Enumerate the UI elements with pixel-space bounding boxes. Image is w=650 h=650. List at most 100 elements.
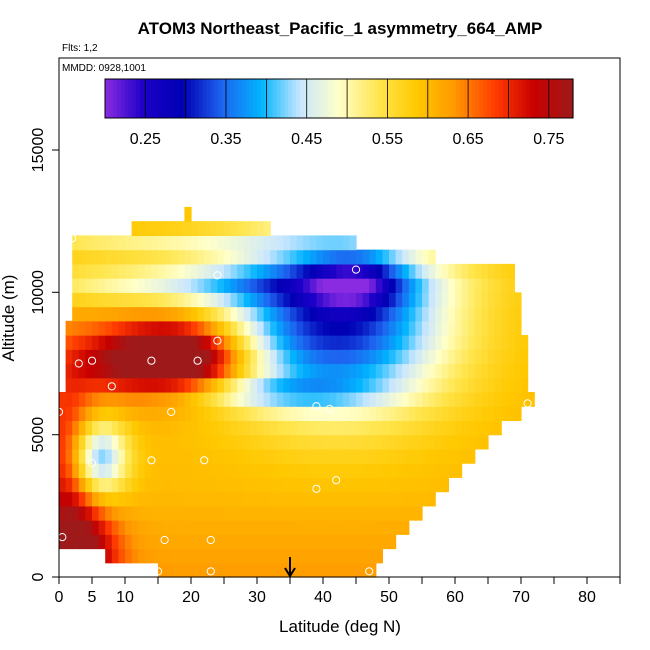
heatmap-cell (488, 391, 496, 407)
heatmap-cell (349, 463, 357, 478)
heatmap-cell (369, 463, 377, 478)
colorbar-segment (190, 79, 196, 118)
heatmap-cell (408, 377, 416, 393)
heatmap-cell (144, 520, 152, 535)
heatmap-cell (428, 278, 436, 293)
heatmap-cell (98, 420, 106, 436)
heatmap-cell (441, 320, 449, 336)
heatmap-cell (408, 406, 416, 422)
heatmap-cell (461, 391, 469, 407)
heatmap-cell (217, 505, 225, 521)
heatmap-cell (415, 477, 423, 493)
heatmap-cell (441, 463, 449, 478)
colorbar-segment (116, 79, 122, 118)
heatmap-cell (323, 477, 331, 493)
heatmap-cell (276, 306, 284, 322)
heatmap-cell (125, 491, 133, 507)
heatmap-cell (171, 377, 179, 393)
x-axis-label: Latitude (deg N) (279, 617, 401, 636)
heatmap-cell (250, 235, 258, 251)
heatmap-cell (177, 491, 185, 507)
heatmap-cell (243, 434, 251, 450)
heatmap-cell (481, 320, 489, 336)
heatmap-cell (92, 249, 100, 265)
heatmap-cell (184, 505, 192, 521)
heatmap-cell (92, 292, 100, 308)
heatmap-cell (303, 292, 311, 308)
heatmap-cell (369, 391, 377, 407)
heatmap-cell (230, 263, 238, 279)
heatmap-cell (422, 391, 430, 407)
heatmap-cell (375, 249, 383, 265)
heatmap-cell (243, 534, 251, 550)
heatmap-cell (250, 448, 258, 464)
heatmap-cell (191, 434, 199, 450)
heatmap-cell (164, 249, 172, 265)
heatmap-cell (125, 320, 133, 336)
heatmap-cell (197, 235, 205, 251)
heatmap-cell (276, 349, 284, 365)
heatmap-cell (138, 520, 146, 535)
heatmap-cell (283, 349, 291, 365)
heatmap-cell (177, 534, 185, 550)
heatmap-cell (151, 320, 159, 336)
heatmap-cell (329, 320, 337, 336)
heatmap-cell (263, 320, 271, 336)
heatmap-cell (336, 335, 344, 350)
heatmap-cell (210, 235, 218, 251)
heatmap-cell (85, 249, 93, 265)
heatmap-cell (98, 534, 106, 550)
heatmap-cell (78, 534, 86, 550)
heatmap-cell (257, 377, 265, 393)
heatmap-cell (257, 477, 265, 493)
heatmap-cell (118, 406, 126, 422)
heatmap-cell (448, 448, 456, 464)
heatmap-cell (158, 448, 166, 464)
heatmap-cell (422, 377, 430, 393)
heatmap-cell (243, 406, 251, 422)
heatmap-cell (323, 278, 331, 293)
heatmap-cell (210, 520, 218, 535)
heatmap-cell (362, 335, 370, 350)
heatmap-cell (389, 363, 397, 379)
heatmap-cell (217, 249, 225, 265)
heatmap-cell (78, 491, 86, 507)
heatmap-cell (309, 491, 317, 507)
heatmap-cell (342, 363, 350, 379)
heatmap-cell (92, 406, 100, 422)
heatmap-cell (237, 420, 245, 436)
heatmap-cell (230, 363, 238, 379)
heatmap-cell (263, 520, 271, 535)
heatmap-cell (191, 349, 199, 365)
heatmap-cell (224, 349, 232, 365)
heatmap-cell (389, 292, 397, 308)
heatmap-cell (349, 562, 357, 578)
heatmap-cell (422, 463, 430, 478)
heatmap-cell (118, 448, 126, 464)
heatmap-cell (144, 477, 152, 493)
heatmap-cell (323, 306, 331, 322)
heatmap-cell (111, 534, 119, 550)
heatmap-cell (151, 235, 159, 251)
heatmap-cell (290, 463, 298, 478)
heatmap-cell (92, 377, 100, 393)
heatmap-cell (336, 463, 344, 478)
heatmap-cell (138, 335, 146, 350)
heatmap-cell (151, 434, 159, 450)
heatmap-cell (290, 306, 298, 322)
heatmap-cell (105, 235, 113, 251)
heatmap-cell (461, 335, 469, 350)
heatmap-cell (329, 391, 337, 407)
heatmap-cell (375, 306, 383, 322)
heatmap-cell (224, 263, 232, 279)
heatmap-cell (204, 448, 212, 464)
colorbar-segment (140, 79, 145, 118)
heatmap-cell (78, 391, 86, 407)
heatmap-cell (184, 491, 192, 507)
heatmap-cell (283, 335, 291, 350)
heatmap-cell (197, 377, 205, 393)
heatmap-cell (177, 420, 185, 436)
heatmap-cell (59, 434, 67, 450)
heatmap-cell (171, 235, 179, 251)
